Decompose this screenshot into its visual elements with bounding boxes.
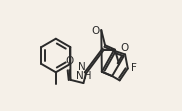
Text: O: O (91, 26, 99, 36)
Text: N: N (78, 62, 86, 72)
Text: O: O (65, 56, 74, 66)
Text: O: O (120, 43, 128, 53)
Text: NH: NH (76, 71, 92, 81)
Text: F: F (130, 63, 136, 73)
